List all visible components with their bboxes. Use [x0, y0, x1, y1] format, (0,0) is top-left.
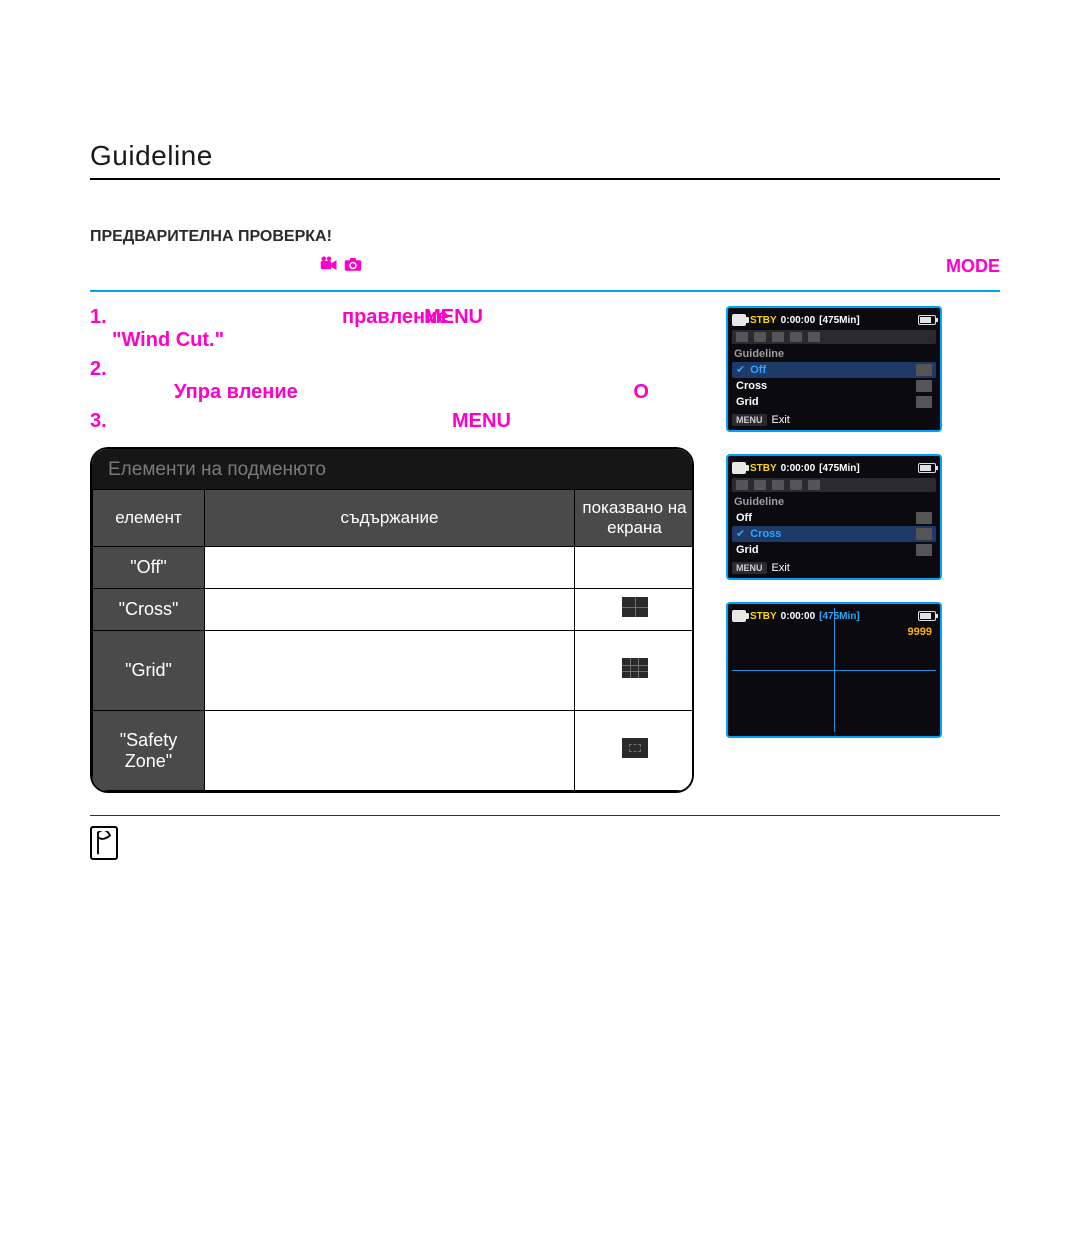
exit-label[interactable]: Exit: [772, 562, 790, 574]
check-icon: ✔: [736, 365, 745, 376]
menu-item-label: Off: [736, 512, 752, 524]
timecode: 0:00:00: [781, 315, 815, 326]
menu-item-label: Cross: [750, 528, 781, 540]
menu-badge: MENU: [732, 562, 767, 574]
step-3: 3. MENU: [90, 410, 700, 433]
menu-item-label: Cross: [736, 380, 767, 392]
menu-badge: MENU: [732, 414, 767, 426]
row-label-grid: "Grid": [93, 631, 205, 711]
camcorder-icon: [732, 462, 746, 474]
step-3-frag-a: MENU: [452, 410, 511, 433]
exit-label[interactable]: Exit: [772, 414, 790, 426]
mode-icons: [320, 256, 362, 272]
stby-label: STBY: [750, 611, 777, 622]
stby-label: STBY: [750, 463, 777, 474]
table-row: "Cross": [93, 589, 695, 631]
preview-swatch-icon: [916, 528, 932, 540]
table-row: "Off": [93, 547, 695, 589]
step-2-frag-b: O: [633, 381, 649, 404]
step-2-frag-a: Упра вление: [174, 381, 298, 404]
row-label-off: "Off": [93, 547, 205, 589]
preview-swatch-icon: [916, 512, 932, 524]
photo-count: 9999: [908, 626, 932, 638]
photo-mode-icon: [344, 256, 362, 272]
grid-glyph-icon: [622, 658, 648, 678]
submenu-heading: Елементи на подменюто: [92, 449, 692, 489]
lcd-screenshot-1: STBY 0:00:00 [475Min] Guideline ✔ Off Cro…: [726, 306, 942, 432]
menu-item-label: Off: [750, 364, 766, 376]
lcd-icon-row: [732, 478, 936, 492]
divider-blue: [90, 290, 1000, 292]
preview-swatch-icon: [916, 396, 932, 408]
lcd-screenshot-3: STBY 0:00:00 [475Min] 9999: [726, 602, 942, 738]
page-title: Guideline: [90, 140, 1000, 180]
table-header-row: елемент съдържание показвано на екрана: [93, 490, 695, 547]
battery-icon: [918, 315, 936, 325]
time-remaining: [475Min]: [819, 463, 860, 474]
time-remaining: [475Min]: [819, 315, 860, 326]
time-remaining: [475Min]: [819, 611, 860, 622]
menu-item-off[interactable]: ✔ Off: [732, 362, 936, 378]
safetyzone-glyph-icon: [622, 738, 648, 758]
cross-guideline-overlay: [732, 608, 936, 732]
lcd-icon-row: [732, 330, 936, 344]
menu-item-cross[interactable]: ✔ Cross: [732, 526, 936, 542]
movie-mode-icon: [320, 256, 338, 272]
steps-list: 1. правление MENU "Wind Cut." 2. Упра вл…: [90, 306, 700, 433]
col-onscreen: показвано на екрана: [575, 490, 695, 547]
battery-icon: [918, 463, 936, 473]
menu-group-label: Guideline: [734, 496, 936, 508]
menu-item-grid[interactable]: Grid: [732, 542, 936, 558]
camcorder-icon: [732, 314, 746, 326]
mode-label: MODE: [946, 256, 1000, 277]
menu-group-label: Guideline: [734, 348, 936, 360]
col-element: елемент: [93, 490, 205, 547]
row-label-cross: "Cross": [93, 589, 205, 631]
cross-glyph-icon: [622, 597, 648, 617]
submenu-table: елемент съдържание показвано на екрана "…: [92, 489, 694, 791]
menu-item-grid[interactable]: Grid: [732, 394, 936, 410]
step-1: 1. правление MENU "Wind Cut.": [90, 306, 700, 352]
camcorder-icon: [732, 610, 746, 622]
row-label-safety: "Safety Zone": [93, 711, 205, 791]
step-1-frag-c: "Wind Cut.": [112, 329, 224, 352]
table-row: "Grid": [93, 631, 695, 711]
step-2: 2. Упра вление O: [90, 358, 700, 404]
preview-swatch-icon: [916, 380, 932, 392]
battery-icon: [918, 611, 936, 621]
check-icon: ✔: [736, 529, 745, 540]
timecode: 0:00:00: [781, 463, 815, 474]
note-icon: [90, 826, 118, 860]
menu-item-label: Grid: [736, 396, 759, 408]
note-divider: [90, 815, 1000, 863]
submenu-table-block: Елементи на подменюто елемент съдържание…: [90, 447, 694, 793]
lcd-screenshot-2: STBY 0:00:00 [475Min] Guideline Off ✔ Cro…: [726, 454, 942, 580]
preview-swatch-icon: [916, 364, 932, 376]
timecode: 0:00:00: [781, 611, 815, 622]
table-row: "Safety Zone": [93, 711, 695, 791]
precheck-label: ПРЕДВАРИТЕЛНА ПРОВЕРКА!: [90, 228, 1000, 246]
menu-item-label: Grid: [736, 544, 759, 556]
stby-label: STBY: [750, 315, 777, 326]
step-1-frag-b: MENU: [424, 306, 483, 329]
col-content: съдържание: [205, 490, 575, 547]
menu-item-off[interactable]: Off: [732, 510, 936, 526]
menu-item-cross[interactable]: Cross: [732, 378, 936, 394]
preview-swatch-icon: [916, 544, 932, 556]
